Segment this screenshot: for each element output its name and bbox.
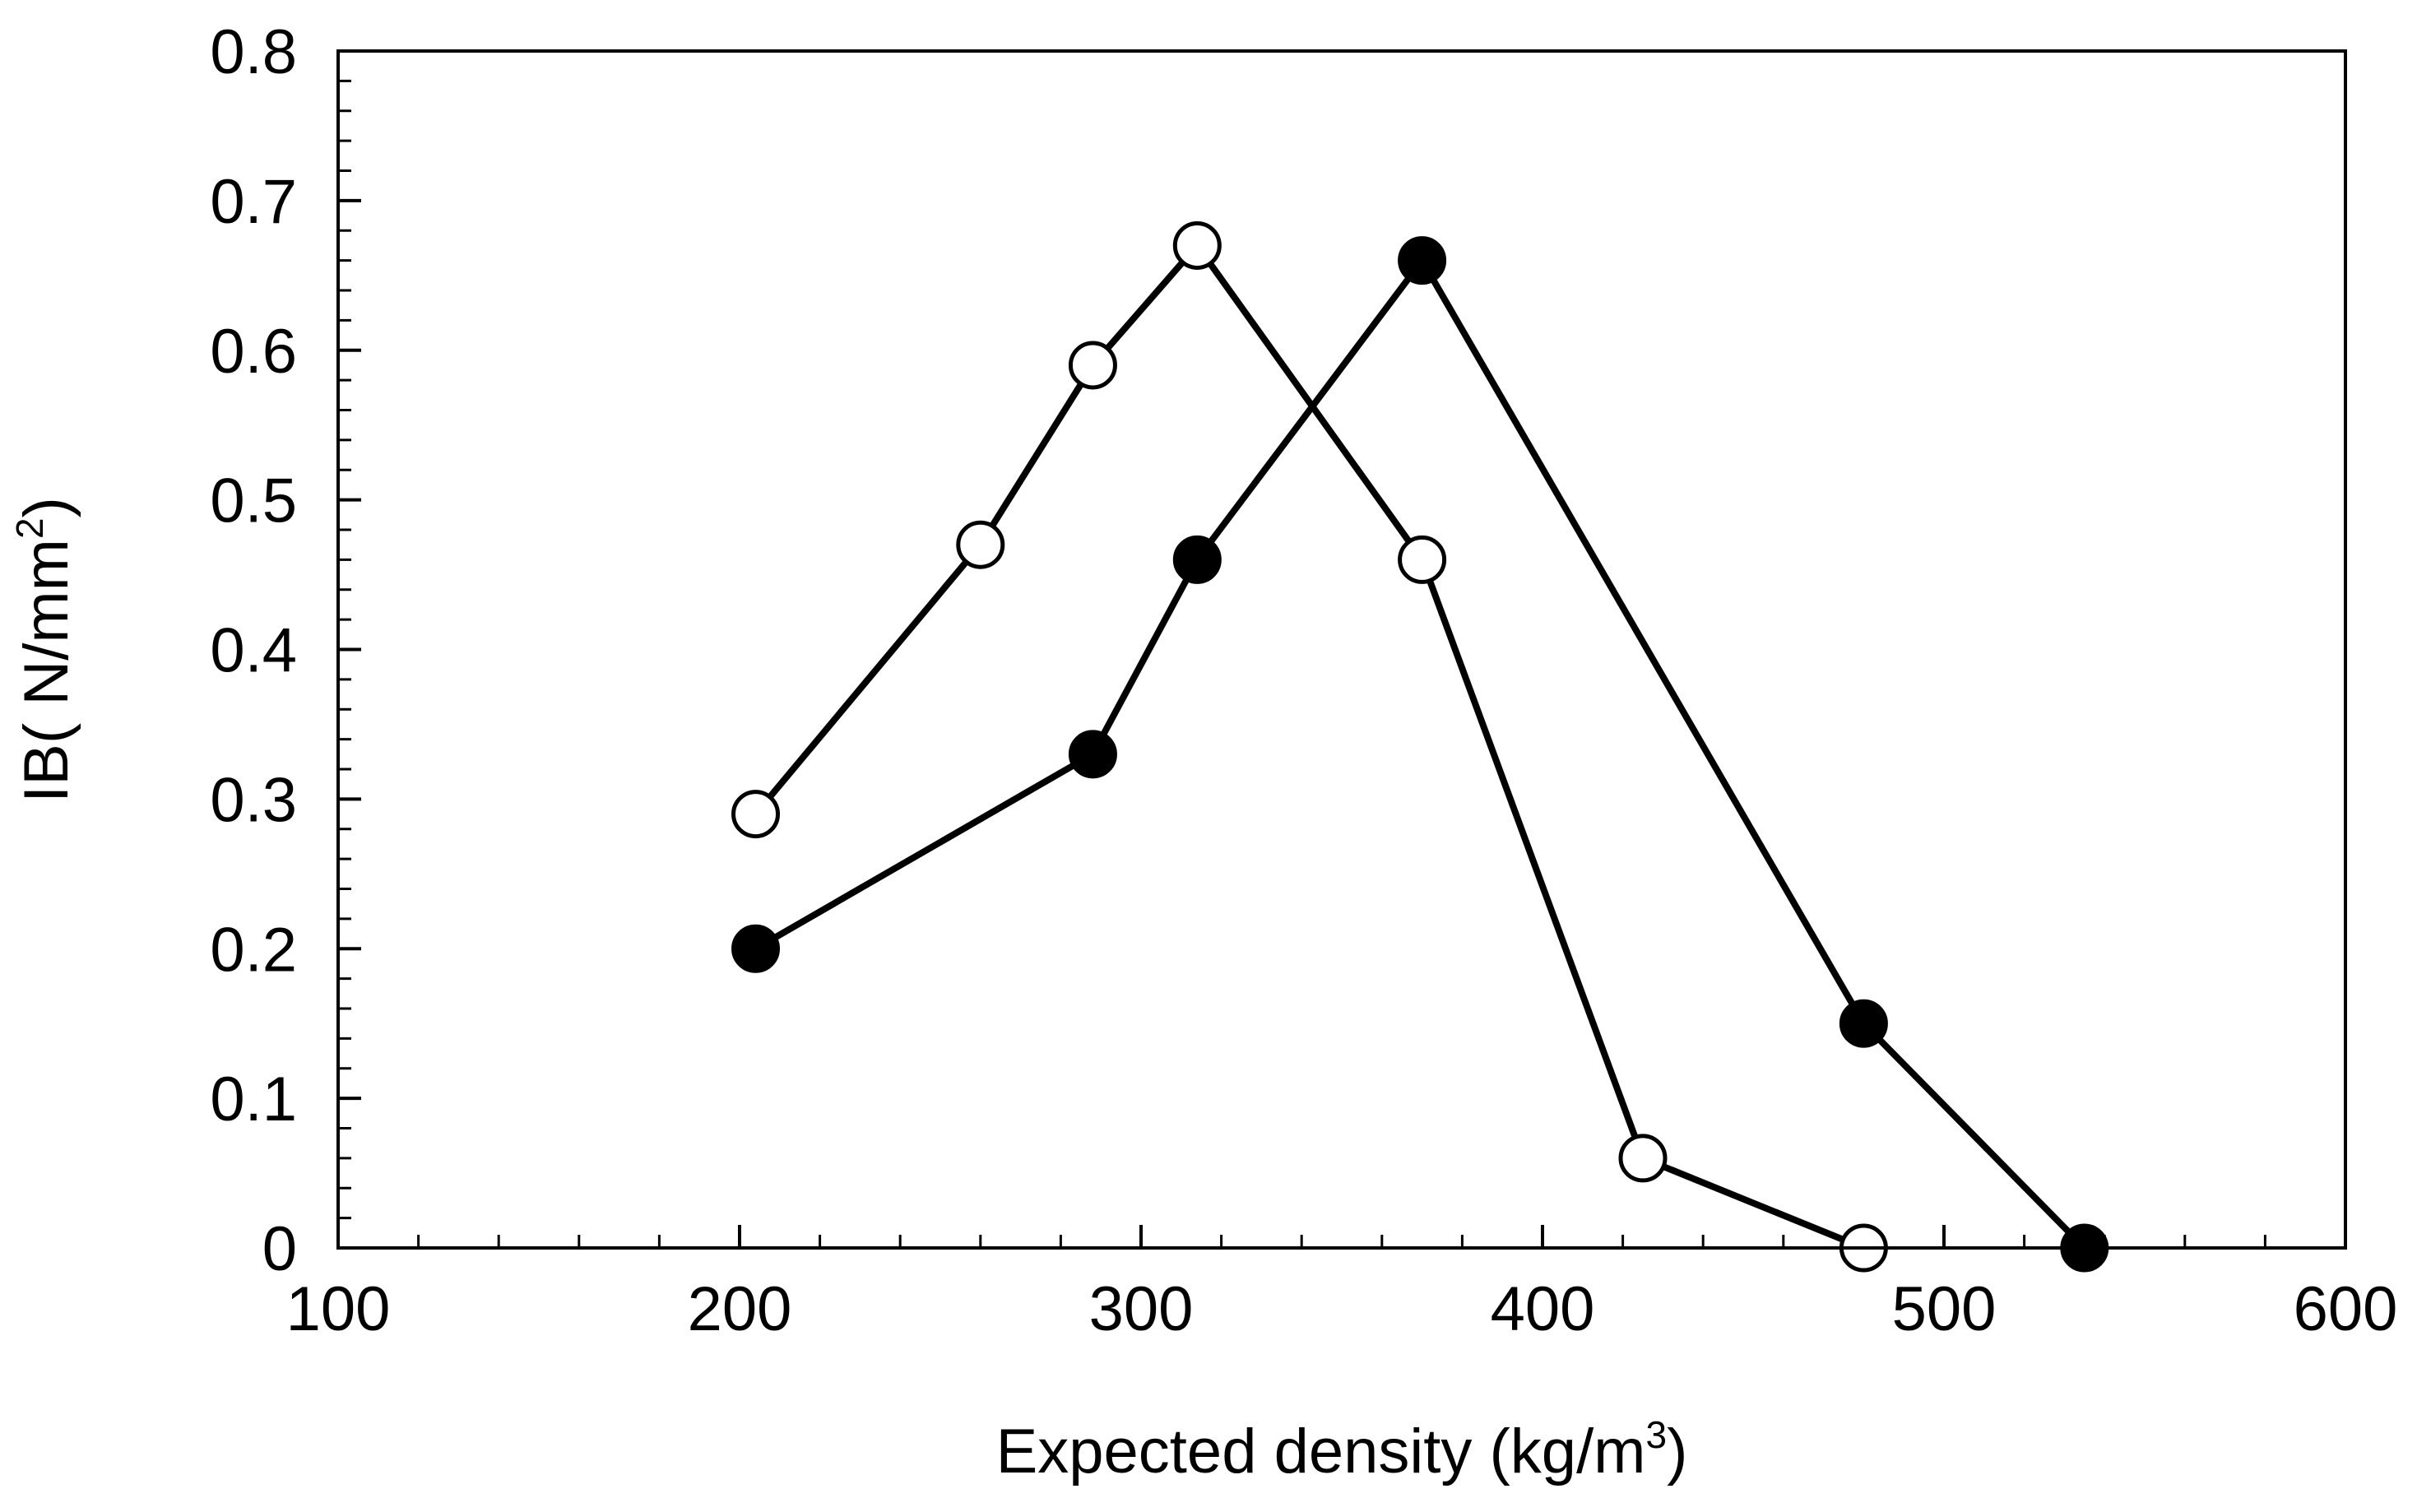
y-tick-label: 0.3 — [210, 765, 297, 835]
minor-ticks — [338, 79, 2266, 1248]
y-tick-label: 0.4 — [210, 616, 297, 686]
y-tick-label: 0.2 — [210, 915, 297, 985]
x-axis-title: Expected density (kg/m3) — [996, 1413, 1688, 1486]
data-point-filled-circles — [1068, 730, 1117, 779]
plot-frame — [336, 49, 2347, 1250]
data-point-open-circles — [1618, 1134, 1668, 1183]
data-point-filled-circles — [1398, 236, 1447, 285]
data-point-open-circles — [956, 520, 1005, 569]
series-markers — [731, 220, 2109, 1273]
data-point-open-circles — [1068, 341, 1117, 390]
data-point-filled-circles — [1839, 999, 1888, 1048]
x-tick-label: 300 — [1089, 1274, 1194, 1344]
x-tick-label: 400 — [1491, 1274, 1595, 1344]
y-tick-label: 0.7 — [210, 167, 297, 237]
y-axis-title: IB( N/mm2) — [8, 497, 81, 803]
data-point-open-circles — [1172, 220, 1222, 270]
data-point-open-circles — [731, 790, 781, 839]
x-tick-labels: 100 200 300 400 500 600 — [286, 1274, 2398, 1344]
y-tick-label: 0.5 — [210, 466, 297, 536]
x-tick-label: 600 — [2294, 1274, 2398, 1344]
y-tick-label: 0.6 — [210, 317, 297, 387]
data-point-filled-circles — [1172, 535, 1222, 584]
x-tick-label: 500 — [1892, 1274, 1997, 1344]
y-tick-label: 0 — [262, 1214, 297, 1284]
data-point-open-circles — [1398, 535, 1447, 584]
series-line-filled-circles — [754, 257, 2087, 1250]
data-point-filled-circles — [731, 924, 781, 973]
y-tick-label: 0.8 — [210, 17, 297, 87]
x-tick-label: 100 — [286, 1274, 391, 1344]
y-tick-labels: 0 0.1 0.2 0.3 0.4 0.5 0.6 0.7 0.8 — [210, 17, 297, 1284]
x-tick-label: 200 — [688, 1274, 792, 1344]
y-tick-label: 0.1 — [210, 1064, 297, 1134]
